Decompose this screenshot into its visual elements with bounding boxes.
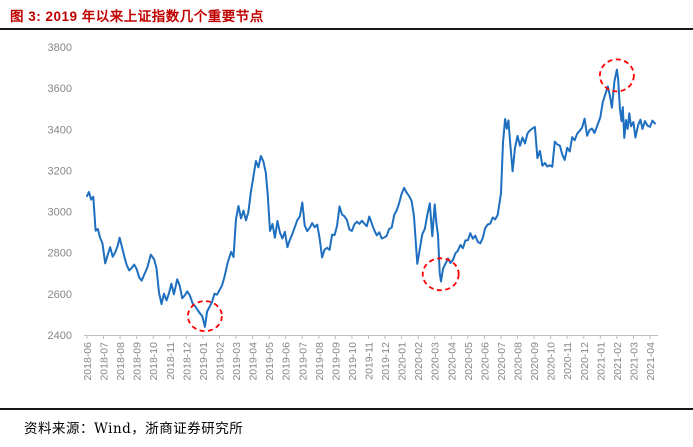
y-tick-label: 2600 [48, 289, 72, 301]
x-tick-label: 2021-02 [612, 342, 624, 381]
x-tick-label: 2020-03 [430, 342, 442, 381]
x-tick-label: 2020-09 [529, 342, 541, 381]
y-tick-label: 3400 [48, 124, 72, 136]
x-tick-label: 2018-10 [148, 342, 160, 381]
x-tick-label: 2020-11 [562, 342, 574, 380]
x-tick-label: 2019-08 [314, 342, 326, 381]
y-tick-label: 2400 [48, 330, 72, 342]
highlight-circle-low-2020-03 [421, 257, 460, 292]
y-tick-label: 3800 [48, 42, 72, 54]
x-tick-label: 2020-10 [546, 342, 558, 381]
x-tick-label: 2020-07 [496, 342, 508, 381]
x-tick-label: 2021-04 [645, 342, 657, 381]
x-tick-label: 2020-06 [479, 342, 491, 381]
x-tick-label: 2019-11 [364, 342, 376, 380]
x-tick-label: 2018-11 [165, 342, 177, 380]
x-tick-label: 2021-01 [595, 342, 607, 381]
x-tick-label: 2019-01 [198, 342, 210, 381]
x-tick-label: 2019-04 [248, 342, 260, 381]
x-tick-label: 2018-08 [115, 342, 127, 381]
x-tick-label: 2019-05 [264, 342, 276, 381]
y-tick-label: 2800 [48, 248, 72, 260]
title-divider [0, 28, 693, 30]
x-tick-label: 2019-02 [214, 342, 226, 381]
footer-divider [0, 408, 693, 410]
figure-title: 图 3: 2019 年以来上证指数几个重要节点 [10, 9, 264, 24]
x-tick-label: 2019-07 [297, 342, 309, 381]
x-tick-label: 2018-06 [82, 342, 94, 381]
y-tick-label: 3600 [48, 83, 72, 95]
highlight-circle-high-2021-02 [599, 58, 635, 93]
y-tick-label: 3000 [48, 207, 72, 219]
source-note: 资料来源：Wind，浙商证券研究所 [24, 421, 244, 437]
x-tick-label: 2020-05 [463, 342, 475, 381]
x-tick-label: 2021-03 [628, 342, 640, 381]
shanghai-index-line [86, 68, 656, 328]
x-tick-label: 2019-10 [347, 342, 359, 381]
x-tick-label: 2020-04 [446, 342, 458, 381]
x-tick-label: 2019-12 [380, 342, 392, 381]
x-tick-label: 2019-03 [231, 342, 243, 381]
x-tick-label: 2020-08 [513, 342, 525, 381]
x-tick-label: 2018-07 [99, 342, 111, 381]
highlight-circle-low-2019-01 [186, 300, 223, 333]
x-tick-label: 2020-01 [397, 342, 409, 381]
x-tick-label: 2019-09 [330, 342, 342, 381]
x-tick-label: 2018-09 [132, 342, 144, 381]
x-tick-label: 2020-12 [579, 342, 591, 381]
x-tick-label: 2020-02 [413, 342, 425, 381]
x-tick-label: 2019-06 [281, 342, 293, 381]
x-tick-label: 2018-12 [181, 342, 193, 381]
y-tick-label: 3200 [48, 165, 72, 177]
